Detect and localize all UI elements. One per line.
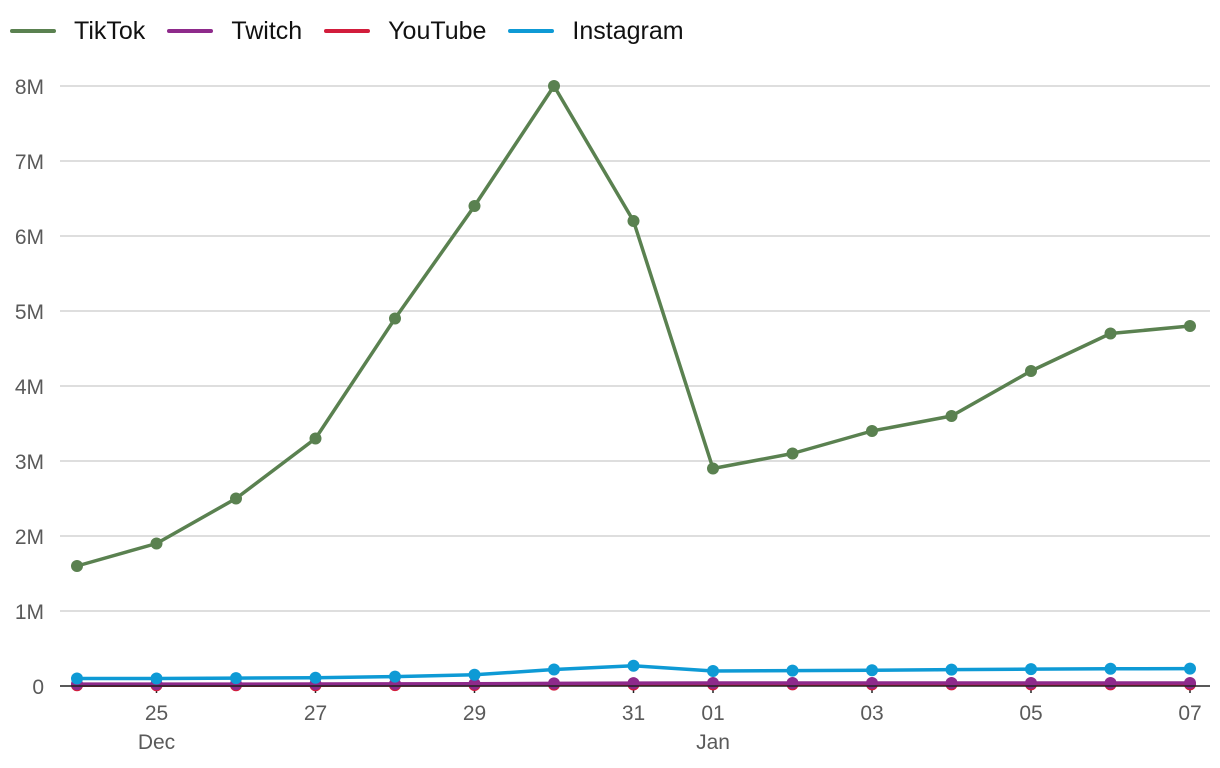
point-instagram-2023-12-24 — [71, 672, 83, 685]
y-tick-label-4m: 4M — [15, 376, 44, 399]
point-twitch-2024-01-05 — [1025, 677, 1037, 689]
point-twitch-2023-12-30 — [548, 677, 560, 690]
point-twitch-2023-12-31 — [627, 677, 640, 690]
point-twitch-2024-01-07 — [1184, 677, 1196, 689]
series-tiktok — [71, 80, 1196, 572]
point-tiktok-2024-01-04 — [945, 410, 958, 422]
point-instagram-2023-12-26 — [230, 672, 242, 685]
series-layer — [71, 80, 1196, 692]
x-tick-label-27: 27 — [304, 702, 327, 725]
x-axis-ticks: 25 Dec 27 29 31 01 Jan 03 05 07 — [138, 686, 1202, 754]
y-tick-label-3m: 3M — [15, 451, 44, 474]
legend-swatch-youtube — [324, 29, 371, 33]
point-tiktok-2023-12-31 — [627, 215, 640, 227]
point-instagram-2023-12-30 — [548, 663, 560, 676]
point-instagram-2023-12-27 — [309, 671, 322, 684]
point-twitch-2024-01-01 — [707, 677, 719, 689]
point-tiktok-2024-01-07 — [1184, 320, 1196, 332]
legend-label-twitch: Twitch — [231, 16, 303, 45]
point-twitch-2024-01-03 — [866, 677, 878, 689]
point-tiktok-2023-12-30 — [548, 80, 560, 92]
x-tick-sublabel-dec: Dec — [138, 731, 175, 754]
point-tiktok-2023-12-26 — [230, 492, 242, 505]
series-instagram — [71, 659, 1196, 685]
point-instagram-2024-01-05 — [1025, 663, 1037, 676]
point-instagram-2024-01-03 — [866, 664, 878, 677]
x-tick-label-03: 03 — [860, 702, 883, 725]
point-tiktok-2024-01-03 — [866, 425, 878, 437]
x-tick-label-31: 31 — [622, 702, 645, 725]
series-line-tiktok — [75, 84, 1192, 568]
point-twitch-2024-01-04 — [945, 677, 958, 689]
x-tick-label-25: 25 — [145, 702, 168, 725]
point-tiktok-2023-12-25 — [150, 537, 163, 550]
point-instagram-2023-12-31 — [627, 659, 640, 672]
point-tiktok-2023-12-28 — [389, 312, 401, 325]
legend-item-twitch[interactable]: Twitch — [167, 17, 302, 46]
point-tiktok-2023-12-29 — [468, 200, 481, 212]
legend: TikTok Twitch YouTube Instagram — [10, 14, 706, 48]
point-instagram-2024-01-07 — [1184, 662, 1196, 675]
x-tick-label-05: 05 — [1019, 702, 1042, 725]
point-tiktok-2023-12-27 — [309, 432, 322, 445]
y-tick-label-1m: 1M — [15, 601, 44, 624]
point-tiktok-2023-12-24 — [71, 560, 83, 572]
legend-item-youtube[interactable]: YouTube — [324, 17, 486, 46]
legend-label-instagram: Instagram — [572, 16, 684, 45]
legend-swatch-tiktok — [10, 29, 56, 33]
point-instagram-2024-01-04 — [945, 663, 958, 676]
y-tick-label-7m: 7M — [15, 151, 44, 174]
grid-layer — [60, 85, 1210, 612]
point-tiktok-2024-01-05 — [1025, 365, 1037, 377]
y-tick-label-2m: 2M — [15, 526, 44, 549]
legend-item-instagram[interactable]: Instagram — [508, 16, 684, 46]
point-instagram-2024-01-02 — [786, 664, 799, 677]
y-tick-label-6m: 6M — [15, 226, 44, 249]
y-tick-label-5m: 5M — [15, 301, 44, 324]
point-tiktok-2024-01-01 — [707, 462, 719, 475]
x-tick-label-07: 07 — [1178, 702, 1201, 725]
point-twitch-2024-01-06 — [1104, 677, 1117, 689]
point-instagram-2023-12-25 — [150, 672, 163, 685]
point-instagram-2023-12-28 — [389, 670, 401, 683]
point-tiktok-2024-01-02 — [786, 447, 799, 460]
x-tick-label-01: 01 — [701, 702, 724, 725]
x-tick-label-29: 29 — [463, 702, 486, 725]
y-tick-label-0: 0 — [32, 676, 44, 699]
point-twitch-2024-01-02 — [786, 677, 799, 689]
point-instagram-2024-01-06 — [1104, 662, 1117, 675]
point-instagram-2023-12-29 — [468, 668, 481, 681]
legend-swatch-twitch — [167, 29, 214, 33]
point-tiktok-2024-01-06 — [1104, 327, 1117, 340]
legend-label-tiktok: TikTok — [74, 16, 146, 45]
legend-item-tiktok[interactable]: TikTok — [10, 17, 145, 46]
y-axis-ticks: 0 1M 2M 3M 4M 5M 6M 7M 8M — [15, 76, 44, 699]
legend-swatch-instagram — [508, 29, 555, 33]
y-tick-label-8m: 8M — [15, 76, 44, 99]
legend-label-youtube: YouTube — [388, 16, 487, 45]
x-tick-sublabel-jan: Jan — [696, 731, 730, 754]
point-instagram-2024-01-01 — [707, 665, 719, 677]
